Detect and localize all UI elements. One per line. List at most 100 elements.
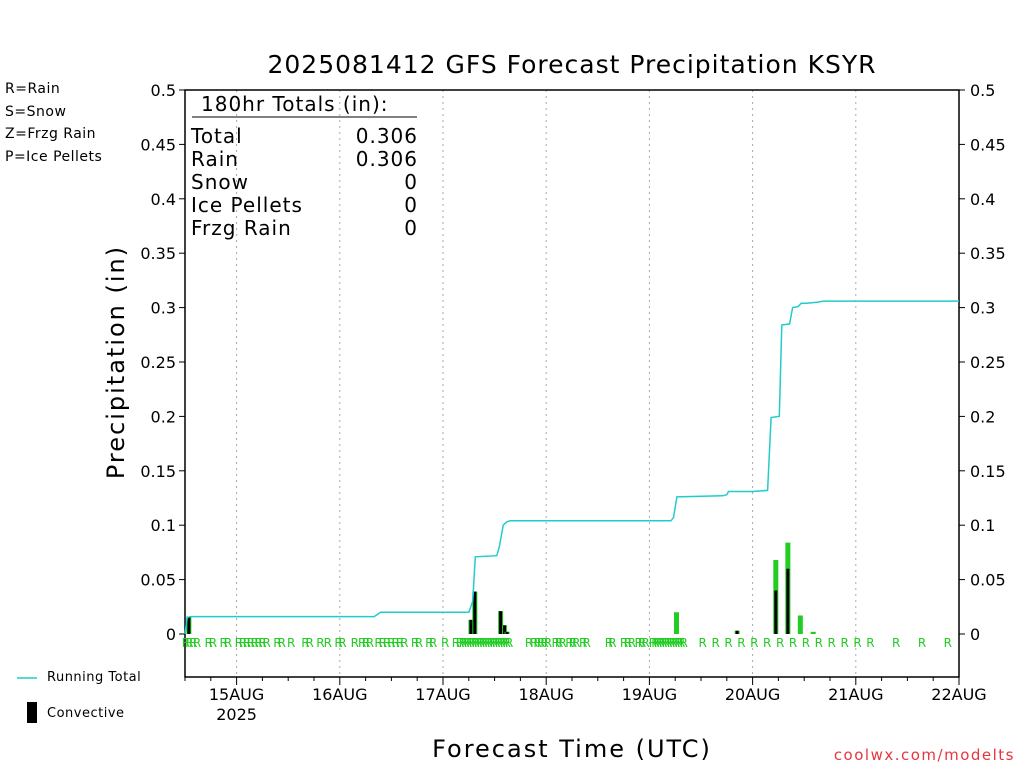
- ptype-marker: R: [544, 636, 552, 650]
- ptype-marker: R: [711, 636, 719, 650]
- ptype-marker: R: [667, 636, 675, 650]
- ptype-marker: R: [263, 636, 271, 650]
- ptype-marker: R: [892, 636, 900, 650]
- ptype-marker: R: [429, 636, 437, 650]
- convective-bar: [735, 630, 739, 634]
- ptype-marker: R: [487, 636, 495, 650]
- ptype-marker: R: [490, 636, 498, 650]
- x-tick-sublabel: 2025: [216, 705, 257, 724]
- running-total-legend-swatch: [17, 677, 37, 679]
- ptype-marker: R: [287, 636, 295, 650]
- legend-snow: S=Snow: [5, 104, 67, 120]
- ptype-marker: R: [358, 636, 366, 650]
- ptype-marker: R: [387, 636, 395, 650]
- ptype-marker: R: [247, 636, 255, 650]
- y-tick-label-left: 0.45: [140, 135, 176, 154]
- ptype-marker: R: [472, 636, 480, 650]
- x-axis-label: Forecast Time (UTC): [432, 735, 712, 763]
- precip-bar: [797, 615, 803, 634]
- ptype-marker: R: [400, 636, 408, 650]
- ptype-marker: R: [500, 636, 508, 650]
- x-tick-label: 17AUG: [415, 685, 470, 704]
- ptype-marker: R: [789, 636, 797, 650]
- y-tick-label-left: 0.5: [151, 81, 176, 100]
- ptype-marker: R: [316, 636, 324, 650]
- ptype-marker: R: [479, 636, 487, 650]
- ptype-marker: R: [243, 636, 251, 650]
- ptype-marker: R: [258, 636, 266, 650]
- ptype-marker: R: [441, 636, 449, 650]
- ptype-marker: R: [674, 636, 682, 650]
- ptype-marker: R: [569, 636, 577, 650]
- legend-freezing-rain: Z=Frzg Rain: [5, 126, 97, 142]
- source-credit: coolwx.com/modelts: [833, 746, 1015, 764]
- x-tick-label: 21AUG: [828, 685, 883, 704]
- ptype-marker: R: [620, 636, 628, 650]
- ptype-marker: R: [278, 636, 286, 650]
- ptype-marker: R: [189, 636, 197, 650]
- ptype-marker: R: [662, 636, 670, 650]
- precip-bar: [673, 612, 679, 634]
- y-tick-label-left: 0: [166, 625, 176, 644]
- ptype-marker: R: [464, 636, 472, 650]
- ptype-marker: R: [624, 636, 632, 650]
- ptype-marker: R: [641, 636, 649, 650]
- ptype-marker: R: [383, 636, 391, 650]
- ptype-marker: R: [502, 636, 510, 650]
- ptype-marker: R: [379, 636, 387, 650]
- ptype-marker: R: [469, 636, 477, 650]
- ptype-marker: R: [525, 636, 533, 650]
- ptype-marker: R: [776, 636, 784, 650]
- y-tick-label-right: 0.15: [970, 462, 1006, 481]
- ptype-marker: R: [324, 636, 332, 650]
- ptype-marker: R: [374, 636, 382, 650]
- ptype-marker: R: [565, 636, 573, 650]
- convective-bar: [499, 611, 503, 634]
- ptype-marker: R: [204, 636, 212, 650]
- convective-legend-label: Convective: [47, 706, 125, 721]
- y-tick-label-right: 0.35: [970, 244, 1006, 263]
- running-total-line: [184, 300, 959, 635]
- x-tick-label: 19AUG: [622, 685, 677, 704]
- ptype-marker: R: [425, 636, 433, 650]
- ptype-marker: R: [840, 636, 848, 650]
- ptype-marker: R: [944, 636, 952, 650]
- y-tick-label-right: 0.3: [970, 299, 995, 318]
- ptype-marker: R: [654, 636, 662, 650]
- totals-row-value: 0.306: [356, 147, 418, 171]
- ptype-marker: R: [482, 636, 490, 650]
- ptype-marker: R: [737, 636, 745, 650]
- ptype-marker: R: [351, 636, 359, 650]
- y-tick-label-right: 0.05: [970, 571, 1006, 590]
- chart-title: 2025081412 GFS Forecast Precipitation KS…: [267, 50, 877, 79]
- ptype-marker: R: [802, 636, 810, 650]
- ptype-marker: R: [680, 636, 688, 650]
- y-tick-label-left: 0.3: [151, 299, 176, 318]
- ptype-marker: R: [459, 636, 467, 650]
- totals-header: 180hr Totals (in):: [201, 92, 389, 116]
- ptype-marker: R: [699, 636, 707, 650]
- ptype-marker: R: [605, 636, 613, 650]
- ptype-marker: R: [497, 636, 505, 650]
- totals-row-label: Snow: [191, 170, 249, 194]
- ptype-marker: R: [828, 636, 836, 650]
- ptype-marker: R: [452, 636, 460, 650]
- totals-row-label: Rain: [191, 147, 239, 171]
- ptype-marker: R: [540, 636, 548, 650]
- ptype-marker: R: [366, 636, 374, 650]
- ptype-marker: R: [638, 636, 646, 650]
- ptype-marker: R: [396, 636, 404, 650]
- ptype-marker: R: [193, 636, 201, 650]
- ptype-marker: R: [656, 636, 664, 650]
- y-tick-label-right: 0.2: [970, 407, 995, 426]
- ptype-marker: R: [505, 636, 513, 650]
- convective-legend-swatch: [27, 702, 37, 723]
- ptype-marker: R: [664, 636, 672, 650]
- ptype-marker: R: [651, 636, 659, 650]
- y-tick-label-left: 0.35: [140, 244, 176, 263]
- ptype-marker: R: [677, 636, 685, 650]
- ptype-marker: R: [582, 636, 590, 650]
- y-tick-label-right: 0.1: [970, 516, 995, 535]
- y-tick-label-left: 0.25: [140, 353, 176, 372]
